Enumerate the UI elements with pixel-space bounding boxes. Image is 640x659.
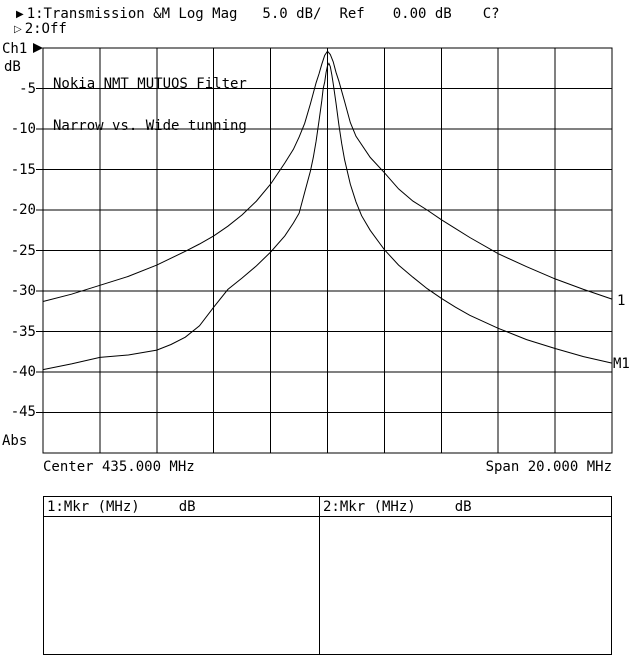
y-tick-label: -5 [19, 81, 36, 97]
reference-level-arrow-icon [33, 43, 43, 53]
header-trace2: ▷ 2:Off [14, 21, 67, 37]
abs-mode-label: Abs [2, 433, 28, 449]
y-tick-label: -35 [10, 324, 36, 340]
marker1-header: 1:Mkr (MHz) [47, 499, 140, 515]
marker1-list-empty [44, 517, 319, 655]
y-tick-label: -15 [10, 162, 36, 178]
marker2-unit-label: dB [454, 499, 472, 515]
y-tick-label: -20 [10, 202, 36, 218]
active-trace-arrow-icon: ▶ [16, 8, 24, 20]
y-tick-label: -45 [10, 404, 36, 420]
inactive-trace-arrow-icon: ▷ [14, 23, 22, 35]
y-tick-label: -30 [10, 283, 36, 299]
marker-table: 1:Mkr (MHz) dB 2:Mkr (MHz) dB [43, 496, 612, 655]
trace1-measurement: 1:Transmission &M Log Mag [26, 6, 238, 22]
trace1-ref-label: Ref [339, 6, 365, 22]
y-tick-label: -40 [10, 364, 36, 380]
marker1-unit-label: dB [178, 499, 196, 515]
marker1-header-row: 1:Mkr (MHz) dB [44, 497, 319, 517]
annotation-line1: Nokia NMT MUTUOS Filter [53, 76, 247, 92]
trace1-end-label: 1 [617, 293, 626, 309]
trace1-ref-value: 0.00 dB [392, 6, 452, 22]
trace1-scale: 5.0 dB/ [262, 6, 322, 22]
center-frequency-label: Center 435.000 MHz [43, 459, 195, 475]
y-tick-label: -10 [10, 121, 36, 137]
span-label: Span 20.000 MHz [485, 459, 612, 475]
header-trace1: ▶ 1:Transmission &M Log Mag 5.0 dB/ Ref … [16, 6, 500, 22]
trace-1-wide [42, 50, 613, 302]
marker-table-column2: 2:Mkr (MHz) dB [320, 497, 611, 654]
trace2-state: 2:Off [24, 21, 67, 37]
annotation-line2: Narrow vs. Wide tunning [53, 118, 247, 134]
trace-m1-narrow [42, 62, 613, 371]
plot-annotation: Nokia NMT MUTUOS Filter Narrow vs. Wide … [53, 49, 247, 161]
marker-table-column1: 1:Mkr (MHz) dB [44, 497, 320, 654]
marker2-header-row: 2:Mkr (MHz) dB [320, 497, 611, 517]
marker2-header: 2:Mkr (MHz) [323, 499, 416, 515]
y-units-label: dB [4, 59, 21, 75]
memory-trace-end-label: M1 [613, 356, 630, 372]
marker2-list-empty [320, 517, 611, 655]
trace1-cal-status: C? [482, 6, 500, 22]
channel-label: Ch1 [2, 41, 28, 57]
y-tick-label: -25 [10, 243, 36, 259]
